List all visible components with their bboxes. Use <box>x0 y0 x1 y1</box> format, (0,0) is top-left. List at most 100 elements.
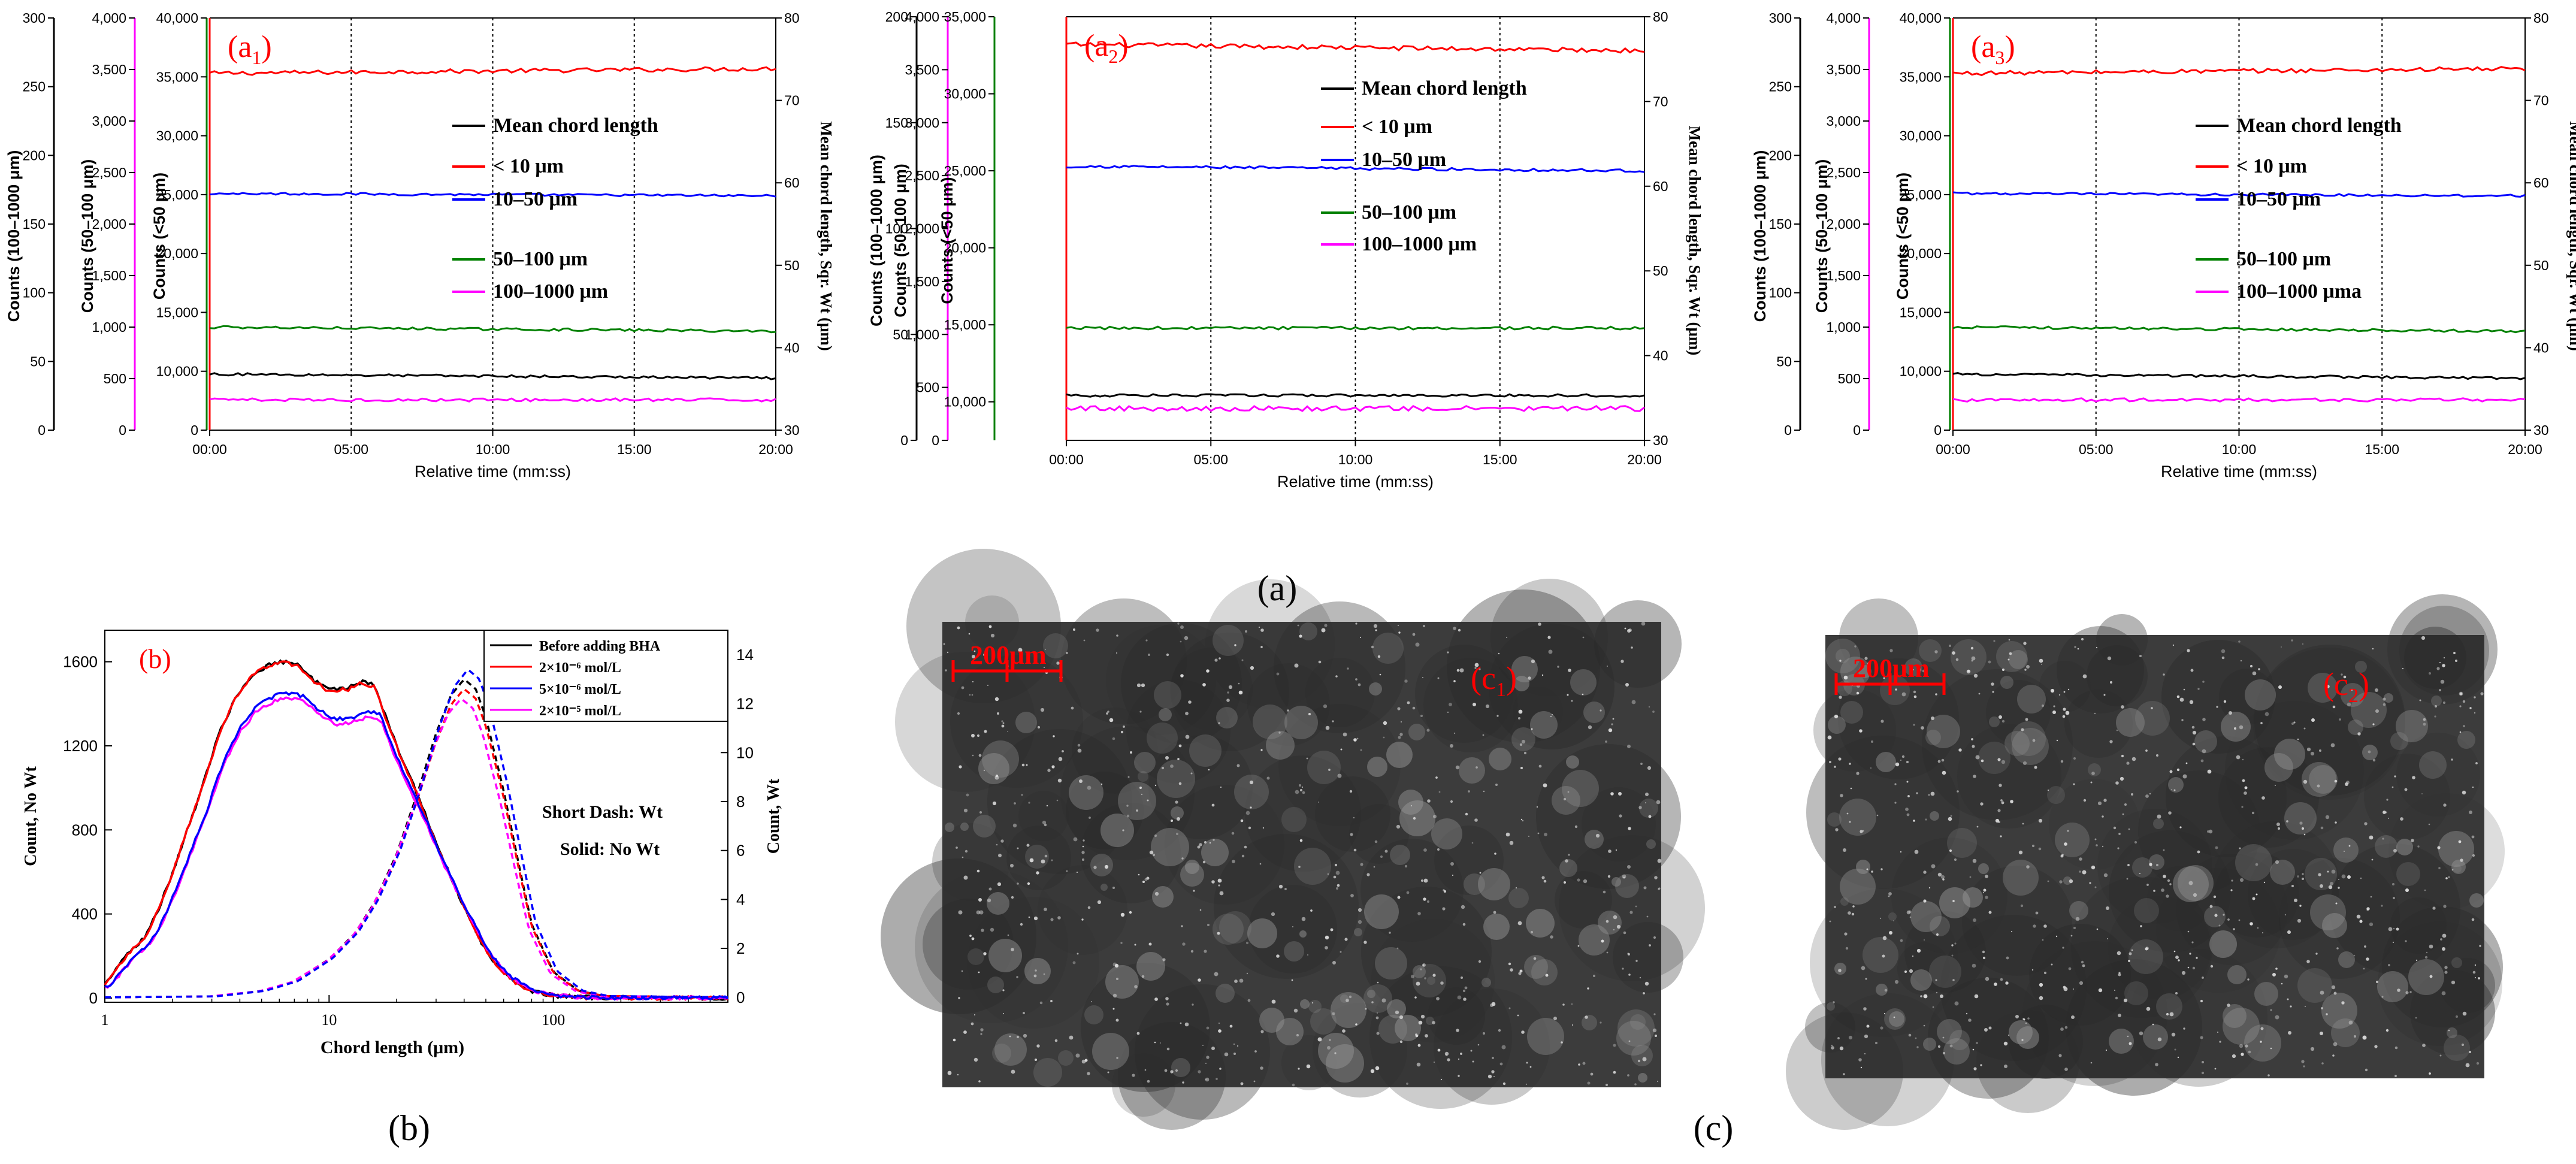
x-axis-tick-label: 20:00 <box>2508 442 2542 457</box>
micrograph-speck <box>1134 985 1138 988</box>
micrograph-speck <box>1042 820 1047 825</box>
micrograph-particle <box>1827 1002 1835 1011</box>
micrograph-speck <box>1498 1029 1501 1032</box>
micrograph-speck <box>2281 646 2282 648</box>
micrograph-particle <box>1939 887 1970 918</box>
micrograph-shade <box>1315 776 1390 852</box>
micrograph-speck <box>2120 776 2124 781</box>
micrograph-particle <box>2149 854 2164 870</box>
micrograph-speck <box>1077 872 1078 873</box>
micrograph-speck <box>973 1057 978 1062</box>
micrograph-speck <box>1185 712 1189 715</box>
micrograph-speck <box>1458 1058 1460 1060</box>
micrograph-speck <box>2330 882 2333 885</box>
y-axis-2-tick-label: 40,000 <box>156 10 198 26</box>
micrograph-speck <box>1023 1033 1027 1038</box>
micrograph-speck <box>1834 766 1836 768</box>
micrograph-speck <box>1571 1024 1574 1026</box>
micrograph-speck <box>2341 1001 2345 1005</box>
micrograph-speck <box>2022 1018 2025 1020</box>
micrograph-shade <box>2087 645 2148 706</box>
y-axis-2-tick-label: 30,000 <box>156 128 198 144</box>
micrograph-speck <box>2299 905 2302 907</box>
y-right-tick-label: 10 <box>736 743 754 761</box>
micrograph-speck <box>1603 890 1606 894</box>
micrograph-speck <box>1606 1084 1608 1086</box>
y-axis-2-title: Counts (<50 μm) <box>938 177 956 304</box>
micrograph-speck <box>1900 939 1903 942</box>
micrograph-shade <box>2364 754 2450 840</box>
y-right-tick-label: 8 <box>736 793 745 811</box>
micrograph-speck <box>2338 879 2339 880</box>
micrograph-speck <box>1384 849 1388 853</box>
micrograph-speck <box>2122 813 2124 815</box>
micrograph-speck <box>1126 814 1130 818</box>
micrograph-speck <box>2218 924 2221 927</box>
micrograph-speck <box>2004 1065 2007 1068</box>
micrograph-speck <box>1253 1080 1256 1083</box>
micrograph-particle <box>1299 622 1317 640</box>
micrograph-speck <box>2360 877 2362 879</box>
micrograph-speck <box>1177 758 1180 760</box>
micrograph-speck <box>1046 805 1048 807</box>
micrograph-speck <box>1077 743 1081 747</box>
micrograph-speck <box>958 910 963 915</box>
x-axis-tick-label: 00:00 <box>1049 452 1084 467</box>
micrograph-particle <box>2341 683 2365 707</box>
micrograph-particle <box>2396 710 2428 742</box>
micrograph-speck <box>2066 987 2068 990</box>
micrograph-speck <box>1202 860 1206 864</box>
micrograph-speck <box>1634 1083 1637 1086</box>
micrograph-particle <box>2143 1024 2168 1050</box>
micrograph-speck <box>1916 1046 1919 1048</box>
micrograph-speck <box>1136 1032 1140 1035</box>
micrograph-speck <box>1375 629 1377 631</box>
micrograph-speck <box>1627 865 1631 869</box>
micrograph-speck <box>2382 838 2384 840</box>
micrograph-shade <box>1171 633 1289 751</box>
micrograph-speck <box>2038 818 2043 823</box>
micrograph-particle <box>982 740 1019 778</box>
micrograph-speck <box>2472 854 2475 857</box>
micrograph-speck <box>1205 1062 1207 1065</box>
micrograph-shade <box>906 549 1061 703</box>
micrograph-speck <box>1250 806 1252 809</box>
micrograph-speck <box>1606 951 1609 954</box>
micrograph-speck <box>1932 1006 1934 1008</box>
photo-c2-panel: 200μm (c2) <box>1786 594 2505 1130</box>
micrograph-speck <box>1501 1045 1506 1050</box>
micrograph-speck <box>2402 667 2404 670</box>
micrograph-speck <box>2187 649 2190 652</box>
micrograph-shade <box>2219 669 2275 725</box>
micrograph-speck <box>1198 978 1201 982</box>
micrograph-speck <box>1564 798 1566 800</box>
micrograph-speck <box>2060 760 2064 763</box>
micrograph-particle <box>2297 968 2332 1003</box>
micrograph-speck <box>2106 906 2109 910</box>
micrograph-particle <box>2194 730 2217 753</box>
micrograph-speck <box>1301 917 1306 921</box>
micrograph-shade <box>2009 1005 2083 1079</box>
y-axis-0-tick-label: 0 <box>900 433 908 448</box>
micrograph-speck <box>1471 842 1474 844</box>
figure-label-c: (c) <box>1694 1108 1734 1148</box>
micrograph-speck <box>2216 706 2218 708</box>
micrograph-speck <box>1247 999 1251 1002</box>
micrograph-speck <box>1866 868 1868 870</box>
micrograph-speck <box>2202 749 2206 754</box>
micrograph-particle <box>1372 633 1404 664</box>
micrograph-speck <box>1447 1058 1450 1062</box>
y-axis-1-tick-label: 3,500 <box>905 62 939 77</box>
micrograph-speck <box>1233 1043 1235 1045</box>
micrograph-speck <box>1021 794 1023 796</box>
legend-label: 2×10⁻⁶ mol/L <box>539 660 621 676</box>
micrograph-speck <box>2043 924 2047 928</box>
micrograph-speck <box>2451 980 2456 985</box>
micrograph-shade <box>1135 984 1270 1120</box>
micrograph-speck <box>1236 1045 1239 1047</box>
micrograph-speck <box>1389 932 1391 934</box>
micrograph-speck <box>1050 918 1054 921</box>
micrograph-speck <box>2333 1042 2338 1047</box>
micrograph-shade <box>2161 640 2275 754</box>
micrograph-speck <box>1997 758 2001 761</box>
